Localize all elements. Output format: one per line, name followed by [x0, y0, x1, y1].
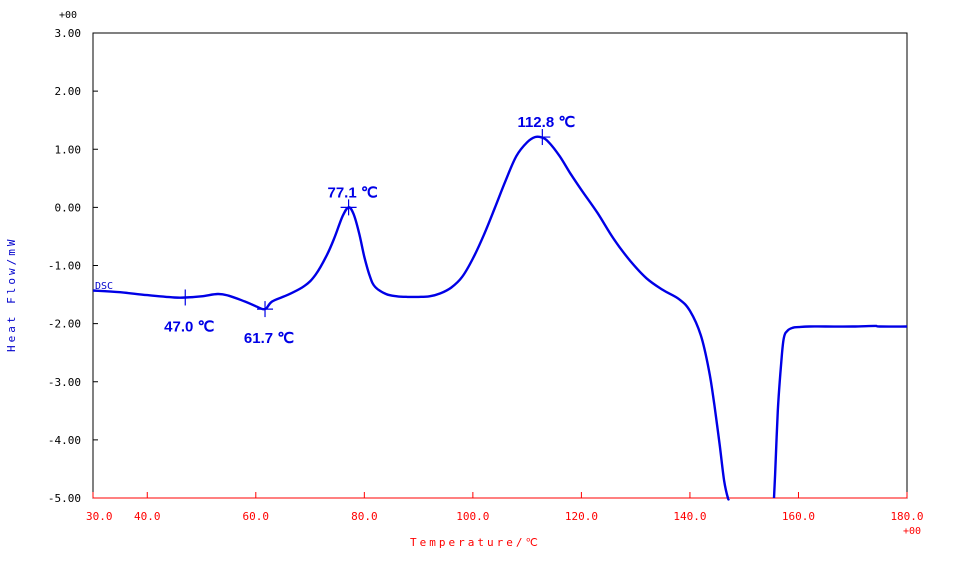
series-tag-dsc: DSC [95, 281, 113, 292]
peak-label: 112.8 ℃ [517, 114, 575, 131]
x-tick-label: 120.0 [565, 510, 598, 523]
y-axis-ticks: 3.00 2.00 1.00 0.00 -1.00 -2.00 -3.00 -4.00 -5.0… [48, 27, 98, 505]
y-tick-label: -2.00 [48, 318, 81, 331]
x-exponent-label: +00 [903, 526, 921, 537]
x-axis-title: Temperature/℃ [410, 536, 541, 549]
dsc-curves [92, 135, 908, 501]
y-tick-label: 2.00 [55, 85, 82, 98]
x-tick-label: 160.0 [782, 510, 815, 523]
y-tick-label: 1.00 [55, 143, 82, 156]
y-tick-label: 3.00 [55, 27, 82, 40]
x-tick-label: 140.0 [673, 510, 706, 523]
y-tick-label: -1.00 [48, 260, 81, 273]
y-exponent-label: +00 [59, 10, 77, 21]
x-tick-label: 60.0 [243, 510, 270, 523]
y-tick-label: 0.00 [55, 201, 82, 214]
dsc-curve-return [772, 324, 908, 499]
y-tick-label: -4.00 [48, 434, 81, 447]
peak-label: 61.7 ℃ [244, 330, 294, 347]
x-tick-label: 30.0 [86, 510, 113, 523]
plot-frame [92, 32, 908, 499]
x-axis-ticks: 30.0 40.0 60.0 80.0 100.0 120.0 140.0 160.0 180.… [86, 492, 924, 523]
y-tick-label: -3.00 [48, 376, 81, 389]
x-tick-label: 100.0 [456, 510, 489, 523]
peak-label: 77.1 ℃ [327, 184, 377, 201]
peak-markers: 47.0 ℃ 61.7 ℃ 77.1 ℃ 112.8 ℃ [164, 114, 575, 347]
x-tick-label: 80.0 [351, 510, 378, 523]
x-tick-label: 40.0 [134, 510, 161, 523]
dsc-curve [92, 135, 731, 501]
y-axis-title: Heat Flow/mW [5, 237, 18, 352]
y-tick-label: -5.00 [48, 492, 81, 505]
peak-label: 47.0 ℃ [164, 318, 214, 335]
x-tick-label: 180.0 [890, 510, 923, 523]
